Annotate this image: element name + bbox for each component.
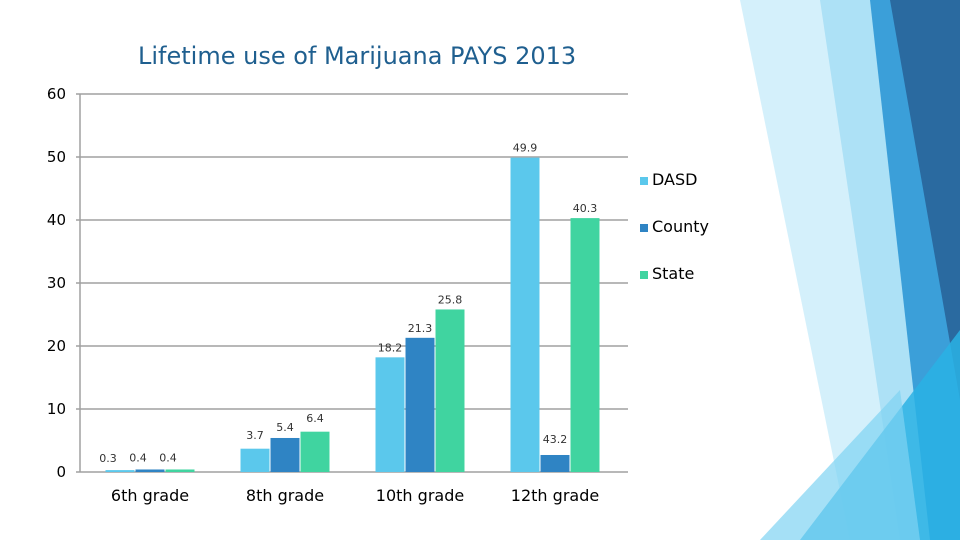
bar-state-2 (435, 309, 465, 472)
y-tick-label: 10 (47, 400, 66, 418)
data-label-dasd-3: 49.9 (513, 142, 538, 155)
bars (105, 157, 600, 472)
legend-label-county: County (652, 217, 709, 236)
data-label-state-0: 0.4 (159, 451, 177, 464)
y-tick-label: 20 (47, 337, 66, 355)
deco-bottom-light (760, 390, 920, 540)
x-tick-label: 6th grade (111, 486, 189, 505)
data-label-dasd-0: 0.3 (99, 452, 117, 465)
deco-dark-band (890, 0, 960, 400)
data-label-state-2: 25.8 (438, 293, 463, 306)
bar-county-3 (540, 454, 570, 472)
data-label-state-3: 40.3 (573, 202, 598, 215)
data-label-dasd-1: 3.7 (246, 429, 264, 442)
y-tick-label: 40 (47, 211, 66, 229)
x-tick-label: 10th grade (376, 486, 464, 505)
bar-dasd-3 (510, 157, 540, 472)
chart-title: Lifetime use of Marijuana PAYS 2013 (138, 42, 577, 70)
y-tick-label: 60 (47, 85, 66, 103)
data-label-county-0: 0.4 (129, 451, 147, 464)
x-tick-label: 8th grade (246, 486, 324, 505)
bar-dasd-0 (105, 470, 135, 472)
data-label-county-1: 5.4 (276, 421, 294, 434)
legend-swatch-dasd (640, 177, 648, 185)
data-label-county-3: 43.2 (543, 433, 568, 446)
data-label-dasd-2: 18.2 (378, 341, 403, 354)
y-tick-label: 50 (47, 148, 66, 166)
y-tick-label: 30 (47, 274, 66, 292)
data-label-county-2: 21.3 (408, 322, 433, 335)
legend-item-dasd: DASD (640, 170, 730, 217)
y-tick-label: 0 (56, 463, 66, 481)
legend-label-state: State (652, 264, 695, 283)
bar-county-1 (270, 437, 300, 472)
bar-dasd-2 (375, 357, 405, 472)
bar-dasd-1 (240, 448, 270, 472)
bar-county-0 (135, 469, 165, 472)
legend: DASD County State (640, 170, 730, 311)
gridlines (76, 93, 628, 473)
legend-item-state: State (640, 264, 730, 311)
legend-swatch-state (640, 271, 648, 279)
legend-item-county: County (640, 217, 730, 264)
y-axis-ticks: 0 10 20 30 40 50 60 (47, 85, 66, 481)
bar-county-2 (405, 337, 435, 472)
bar-state-0 (165, 469, 195, 472)
data-label-state-1: 6.4 (306, 412, 324, 425)
bar-state-1 (300, 431, 330, 472)
legend-label-dasd: DASD (652, 170, 698, 189)
legend-swatch-county (640, 224, 648, 232)
x-axis-ticks: 6th grade 8th grade 10th grade 12th grade (111, 486, 599, 505)
bar-state-3 (570, 218, 600, 472)
x-tick-label: 12th grade (511, 486, 599, 505)
data-labels: 0.3 0.4 0.4 3.7 5.4 6.4 18.2 21.3 25.8 49.9 43.2 40… (99, 142, 597, 465)
